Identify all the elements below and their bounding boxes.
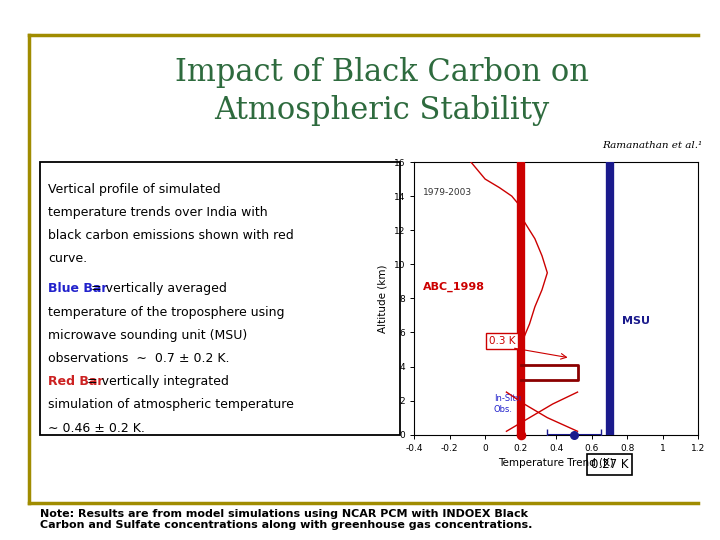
Text: Blue Bar: Blue Bar: [48, 282, 108, 295]
Text: black carbon emissions shown with red: black carbon emissions shown with red: [48, 229, 294, 242]
Text: 0.27 K: 0.27 K: [591, 458, 629, 471]
Text: = vertically integrated: = vertically integrated: [83, 375, 228, 388]
Text: ABC_1998: ABC_1998: [423, 282, 485, 292]
Text: Red Bar: Red Bar: [48, 375, 104, 388]
Point: [568, 430, 580, 439]
Text: observations  ∼  0.7 ± 0.2 K.: observations ∼ 0.7 ± 0.2 K.: [48, 352, 230, 365]
Point: [515, 430, 526, 439]
Text: = vertically averaged: = vertically averaged: [87, 282, 228, 295]
Text: Ramanathan et al.¹: Ramanathan et al.¹: [602, 141, 702, 150]
Text: Vertical profile of simulated: Vertical profile of simulated: [48, 183, 221, 195]
Text: Atmospheric Stability: Atmospheric Stability: [214, 95, 549, 126]
Text: curve.: curve.: [48, 252, 87, 265]
Text: microwave sounding unit (MSU): microwave sounding unit (MSU): [48, 329, 248, 342]
Text: simulation of atmospheric temperature: simulation of atmospheric temperature: [48, 399, 294, 411]
Text: ∼ 0.46 ± 0.2 K.: ∼ 0.46 ± 0.2 K.: [48, 422, 145, 435]
Text: In-Situ
Obs.: In-Situ Obs.: [494, 394, 521, 414]
Text: Impact of Black Carbon on: Impact of Black Carbon on: [175, 57, 589, 89]
Text: 1979-2003: 1979-2003: [423, 187, 472, 197]
Text: temperature trends over India with: temperature trends over India with: [48, 206, 268, 219]
Text: MSU: MSU: [622, 316, 650, 326]
Text: Note: Results are from model simulations using NCAR PCM with INDOEX Black
Carbon: Note: Results are from model simulations…: [40, 509, 532, 530]
X-axis label: Temperature Trend (K): Temperature Trend (K): [498, 458, 614, 468]
Text: temperature of the troposphere using: temperature of the troposphere using: [48, 306, 284, 319]
Y-axis label: Altitude (km): Altitude (km): [378, 264, 388, 333]
Text: 0.3 K: 0.3 K: [489, 336, 515, 346]
Bar: [40, 162, 400, 435]
